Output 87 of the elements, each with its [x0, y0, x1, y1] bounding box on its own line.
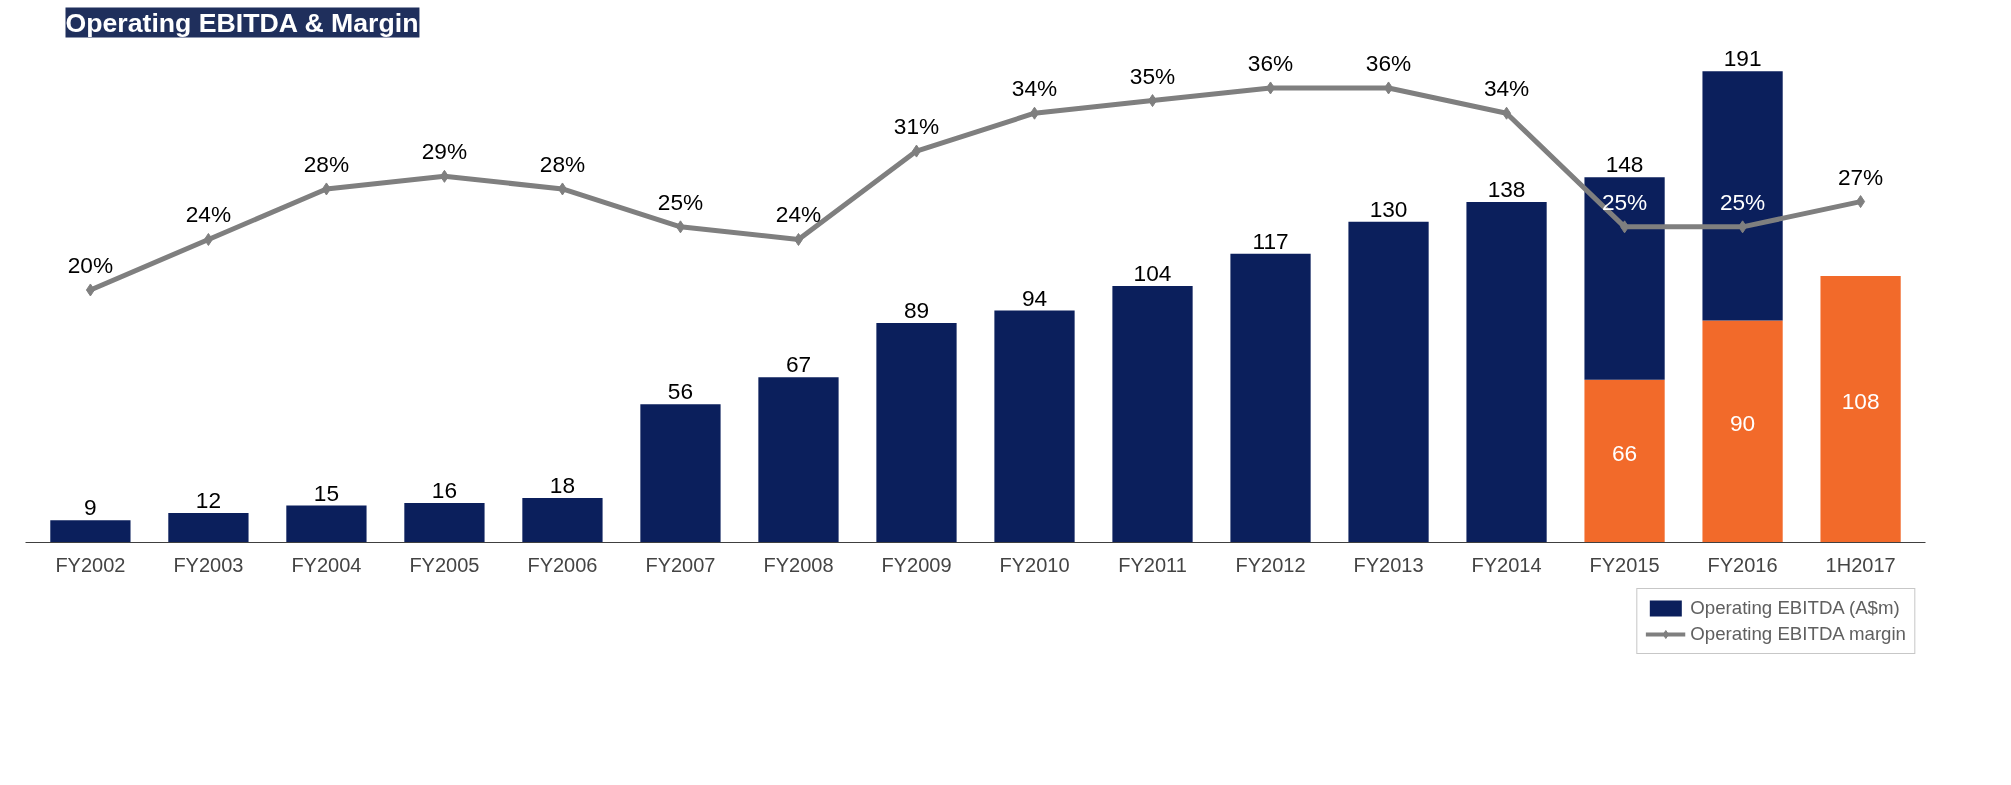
bar	[50, 520, 131, 543]
point	[1148, 94, 1158, 108]
data-label: 31%	[893, 113, 940, 140]
point	[1738, 220, 1748, 234]
data-label: 34%	[1011, 75, 1058, 102]
data-label: 36%	[1365, 49, 1412, 76]
x-tick-label: FY2016	[1707, 553, 1778, 576]
data-label: 29%	[421, 138, 468, 165]
data-label: 34%	[1483, 75, 1530, 102]
bar	[404, 503, 485, 543]
data-label: 12	[195, 486, 222, 513]
bar	[876, 322, 957, 543]
bar	[1702, 71, 1783, 321]
data-label: 130	[1369, 195, 1408, 222]
data-label: 15	[313, 479, 340, 506]
bar	[1348, 221, 1429, 543]
data-label: 28%	[539, 150, 586, 177]
bar	[522, 498, 603, 543]
x-tick-label: FY2014	[1471, 553, 1542, 576]
data-label: 18	[549, 472, 576, 499]
bar	[1820, 276, 1901, 543]
bar	[640, 404, 721, 543]
bar	[286, 505, 367, 543]
x-tick-label: FY2005	[409, 553, 480, 576]
point	[1856, 195, 1866, 209]
x-tick-label: FY2010	[999, 553, 1070, 576]
x-tick-label: FY2011	[1118, 553, 1187, 576]
data-label: 94	[1021, 284, 1048, 311]
x-tick-label: FY2012	[1235, 553, 1306, 576]
data-label: 9	[84, 494, 97, 521]
x-tick-label: FY2008	[763, 553, 834, 576]
legend-label: Operating EBITDA margin	[1690, 623, 1906, 645]
data-label: 24%	[775, 201, 822, 228]
data-label: 67	[785, 351, 812, 378]
point	[911, 144, 921, 158]
x-tick-label: FY2002	[55, 553, 126, 576]
data-label: 90	[1729, 410, 1756, 437]
point	[793, 232, 803, 246]
data-label: 108	[1841, 388, 1880, 415]
chart-title: Operating EBITDA & Margin	[65, 7, 419, 38]
data-label: 138	[1487, 176, 1526, 203]
data-label: 16	[431, 477, 458, 504]
point	[1620, 220, 1630, 234]
data-label: 56	[667, 378, 694, 405]
point	[1266, 81, 1276, 95]
bar	[1584, 379, 1665, 543]
bar	[1112, 285, 1193, 543]
bar	[1230, 253, 1311, 543]
point	[439, 169, 449, 183]
data-label: 66	[1611, 440, 1638, 467]
point	[321, 182, 331, 196]
point	[203, 232, 213, 246]
bar	[168, 512, 249, 543]
point	[675, 220, 685, 234]
x-tick-label: FY2003	[173, 553, 244, 576]
total-label: 148	[1605, 151, 1644, 178]
bar	[994, 310, 1075, 543]
legend-label: Operating EBITDA (A$m)	[1690, 597, 1900, 619]
bar	[1702, 320, 1783, 543]
data-label: 35%	[1129, 62, 1176, 89]
x-tick-label: FY2007	[645, 553, 716, 576]
bar	[1584, 177, 1665, 380]
x-tick-label: FY2004	[291, 553, 362, 576]
point	[557, 182, 567, 196]
data-label: 24%	[185, 201, 232, 228]
point	[85, 283, 95, 297]
x-tick-label: FY2009	[881, 553, 952, 576]
data-label: 20%	[67, 251, 114, 278]
x-tick-label: 1H2017	[1825, 553, 1896, 576]
data-label: 104	[1133, 259, 1172, 286]
data-label: 117	[1252, 227, 1289, 254]
bar	[758, 377, 839, 543]
data-label: 25%	[1719, 188, 1766, 215]
x-tick-label: FY2006	[527, 553, 598, 576]
point	[1502, 106, 1512, 120]
bar	[1466, 202, 1547, 543]
x-tick-label: FY2015	[1589, 553, 1660, 576]
data-label: 27%	[1837, 163, 1884, 190]
data-label: 25%	[657, 188, 704, 215]
total-label: 191	[1723, 45, 1762, 72]
point	[1384, 81, 1394, 95]
x-tick-label: FY2013	[1353, 553, 1424, 576]
data-label: 25%	[1601, 188, 1648, 215]
data-label: 36%	[1247, 49, 1294, 76]
point	[1030, 106, 1040, 120]
data-label: 89	[903, 296, 930, 323]
data-label: 28%	[303, 150, 350, 177]
